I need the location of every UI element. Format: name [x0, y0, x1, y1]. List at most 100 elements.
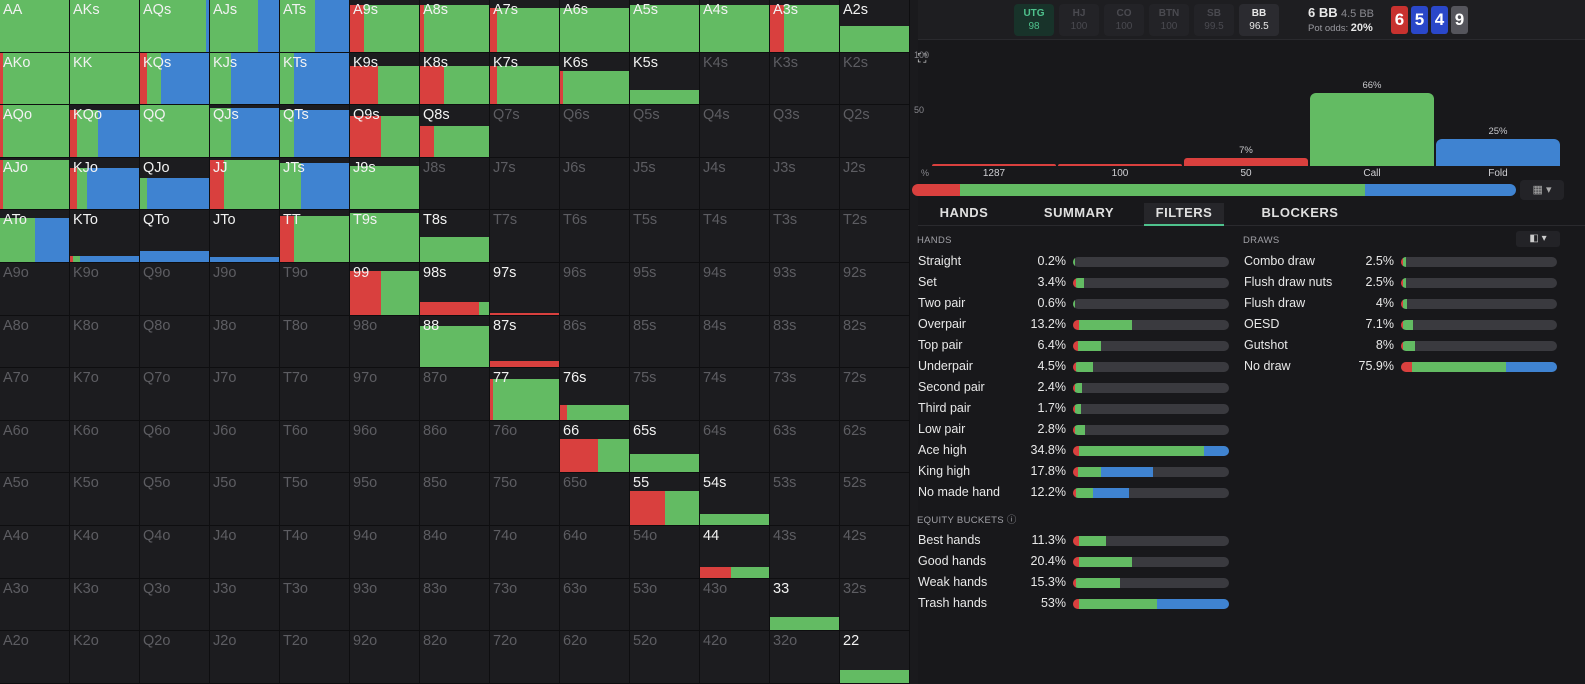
hand-cell-97o[interactable]: 97o: [350, 368, 420, 421]
hand-cell-Q9o[interactable]: Q9o: [140, 263, 210, 316]
hand-cell-82o[interactable]: 82o: [420, 631, 490, 684]
hand-cell-65o[interactable]: 65o: [560, 473, 630, 526]
hand-cell-T9s[interactable]: T9s: [350, 210, 420, 263]
action-bar-1287[interactable]: [932, 164, 1056, 166]
hand-cell-95s[interactable]: 95s: [630, 263, 700, 316]
hand-cell-J5s[interactable]: J5s: [630, 157, 700, 211]
hand-cell-AKs[interactable]: AKs: [70, 0, 140, 53]
hand-cell-J7o[interactable]: J7o: [210, 368, 280, 421]
hand-cell-95o[interactable]: 95o: [350, 473, 420, 526]
hand-cell-T3s[interactable]: T3s: [770, 210, 840, 263]
hand-cell-T7o[interactable]: T7o: [280, 368, 350, 421]
hand-cell-J3o[interactable]: J3o: [210, 578, 280, 632]
position-sb[interactable]: SB 99.5: [1194, 4, 1234, 36]
position-bb[interactable]: BB 96.5: [1239, 4, 1279, 36]
hand-cell-J4s[interactable]: J4s: [700, 157, 770, 211]
hand-cell-Q8s[interactable]: Q8s: [420, 105, 490, 158]
hand-cell-54s[interactable]: 54s: [700, 473, 770, 526]
stat-row-top-pair[interactable]: Top pair 6.4%: [918, 335, 1229, 356]
hand-cell-A8o[interactable]: A8o: [0, 315, 70, 369]
hand-cell-42s[interactable]: 42s: [840, 526, 910, 579]
hand-cell-86s[interactable]: 86s: [560, 315, 630, 369]
hand-cell-32s[interactable]: 32s: [840, 578, 910, 632]
hand-cell-J9s[interactable]: J9s: [350, 157, 420, 211]
hand-cell-Q7o[interactable]: Q7o: [140, 368, 210, 421]
hand-cell-43o[interactable]: 43o: [700, 578, 770, 632]
hand-cell-T5s[interactable]: T5s: [630, 210, 700, 263]
hand-cell-J8o[interactable]: J8o: [210, 315, 280, 369]
hand-cell-AJo[interactable]: AJo: [0, 157, 70, 211]
hand-cell-A8s[interactable]: A8s: [420, 0, 490, 53]
hand-cell-J5o[interactable]: J5o: [210, 473, 280, 526]
hand-cell-76s[interactable]: 76s: [560, 368, 630, 421]
stat-row-overpair[interactable]: Overpair 13.2%: [918, 314, 1229, 335]
hand-cell-93o[interactable]: 93o: [350, 578, 420, 632]
hand-cell-J8s[interactable]: J8s: [420, 157, 490, 211]
hand-cell-QJo[interactable]: QJo: [140, 157, 210, 211]
hand-cell-53o[interactable]: 53o: [630, 578, 700, 632]
hand-cell-T4o[interactable]: T4o: [280, 526, 350, 579]
hand-cell-97s[interactable]: 97s: [490, 263, 560, 316]
hand-cell-JTo[interactable]: JTo: [210, 210, 280, 263]
hand-cell-Q4o[interactable]: Q4o: [140, 526, 210, 579]
hand-cell-K2o[interactable]: K2o: [70, 631, 140, 684]
hand-cell-A3o[interactable]: A3o: [0, 578, 70, 632]
hand-cell-QJs[interactable]: QJs: [210, 105, 280, 158]
info-icon[interactable]: ⓘ: [1006, 515, 1017, 526]
hand-cell-KK[interactable]: KK: [70, 52, 140, 106]
stat-row-good-hands[interactable]: Good hands 20.4%: [918, 551, 1229, 572]
hand-cell-K6s[interactable]: K6s: [560, 52, 630, 106]
hand-cell-T8s[interactable]: T8s: [420, 210, 490, 263]
hand-cell-Q9s[interactable]: Q9s: [350, 105, 420, 158]
hand-cell-76o[interactable]: 76o: [490, 420, 560, 474]
hand-cell-K6o[interactable]: K6o: [70, 420, 140, 474]
hand-cell-T9o[interactable]: T9o: [280, 263, 350, 316]
hand-cell-86o[interactable]: 86o: [420, 420, 490, 474]
position-co[interactable]: CO 100: [1104, 4, 1144, 36]
hand-cell-T2o[interactable]: T2o: [280, 631, 350, 684]
hand-cell-A3s[interactable]: A3s: [770, 0, 840, 53]
hand-cell-85o[interactable]: 85o: [420, 473, 490, 526]
stat-row-two-pair[interactable]: Two pair 0.6%: [918, 293, 1229, 314]
hand-cell-ATs[interactable]: ATs: [280, 0, 350, 53]
hand-cell-J3s[interactable]: J3s: [770, 157, 840, 211]
tab-summary[interactable]: SUMMARY: [1043, 205, 1115, 220]
hand-cell-Q7s[interactable]: Q7s: [490, 105, 560, 158]
hand-cell-53s[interactable]: 53s: [770, 473, 840, 526]
stat-row-combo-draw[interactable]: Combo draw 2.5%: [1244, 251, 1557, 272]
hand-cell-A7s[interactable]: A7s: [490, 0, 560, 53]
position-hj[interactable]: HJ 100: [1059, 4, 1099, 36]
hand-cell-K9s[interactable]: K9s: [350, 52, 420, 106]
hand-cell-K3s[interactable]: K3s: [770, 52, 840, 106]
hand-cell-Q8o[interactable]: Q8o: [140, 315, 210, 369]
hand-cell-QQ[interactable]: QQ: [140, 105, 210, 158]
hand-cell-AJs[interactable]: AJs: [210, 0, 280, 53]
hand-cell-Q5s[interactable]: Q5s: [630, 105, 700, 158]
hand-cell-K4o[interactable]: K4o: [70, 526, 140, 579]
stat-row-gutshot[interactable]: Gutshot 8%: [1244, 335, 1557, 356]
tab-hands[interactable]: HANDS: [939, 205, 989, 220]
action-bar-fold[interactable]: [1436, 138, 1560, 166]
hand-cell-Q2s[interactable]: Q2s: [840, 105, 910, 158]
stat-row-flush-draw-nuts[interactable]: Flush draw nuts 2.5%: [1244, 272, 1557, 293]
stat-row-underpair[interactable]: Underpair 4.5%: [918, 356, 1229, 377]
action-bar-call[interactable]: [1310, 93, 1434, 166]
stat-row-flush-draw[interactable]: Flush draw 4%: [1244, 293, 1557, 314]
hand-cell-K7s[interactable]: K7s: [490, 52, 560, 106]
hand-cell-96o[interactable]: 96o: [350, 420, 420, 474]
hand-cell-32o[interactable]: 32o: [770, 631, 840, 684]
action-bar-50[interactable]: [1184, 158, 1308, 166]
hand-cell-K5o[interactable]: K5o: [70, 473, 140, 526]
hand-cell-54o[interactable]: 54o: [630, 526, 700, 579]
hand-cell-KQo[interactable]: KQo: [70, 105, 140, 158]
hand-cell-K4s[interactable]: K4s: [700, 52, 770, 106]
hand-cell-42o[interactable]: 42o: [700, 631, 770, 684]
hand-cell-52o[interactable]: 52o: [630, 631, 700, 684]
stat-row-no-draw[interactable]: No draw 75.9%: [1244, 356, 1557, 377]
hand-cell-33[interactable]: 33: [770, 578, 840, 632]
hand-cell-73s[interactable]: 73s: [770, 368, 840, 421]
position-utg[interactable]: UTG 98: [1014, 4, 1054, 36]
hand-cell-55[interactable]: 55: [630, 473, 700, 526]
hand-cell-KJo[interactable]: KJo: [70, 157, 140, 211]
hand-cell-84o[interactable]: 84o: [420, 526, 490, 579]
